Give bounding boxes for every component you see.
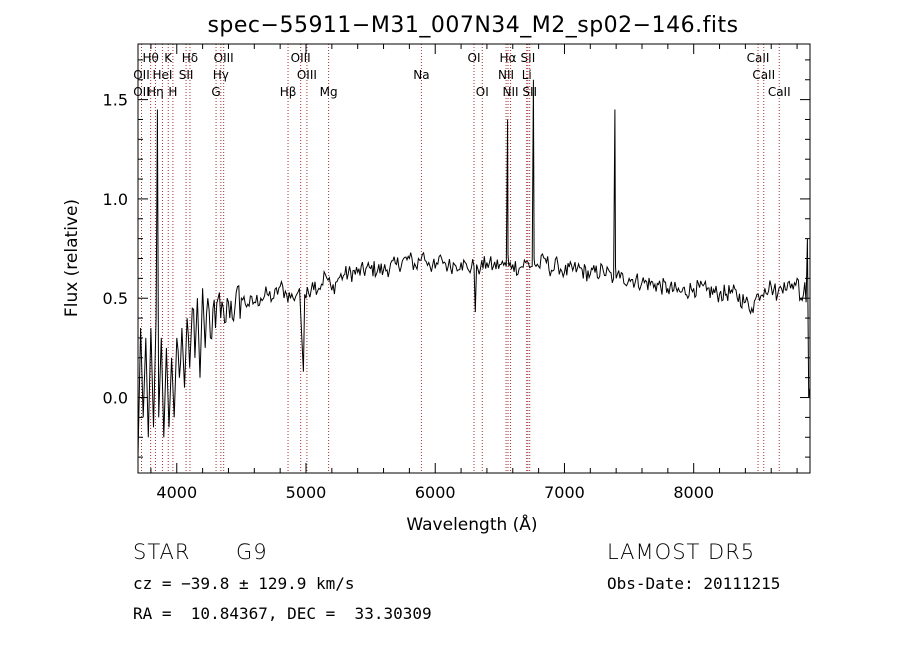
redshift-text: cz = −39.8 ± 129.9 km/s [133, 574, 355, 593]
object-class: STAR [133, 540, 191, 564]
x-tick-label: 8000 [673, 483, 714, 502]
x-tick-label: 5000 [286, 483, 327, 502]
spectrum-line [137, 79, 811, 458]
x-tick-label: 4000 [156, 483, 197, 502]
marker-label: SII [179, 68, 194, 82]
marker-label: OIII [214, 51, 234, 65]
marker-label: Na [413, 68, 429, 82]
marker-label: OI [468, 51, 481, 65]
x-axis-label: Wavelength (Å) [406, 513, 537, 535]
marker-label: OIII [297, 68, 317, 82]
marker-label: CaII [747, 51, 770, 65]
y-axis-label: Flux (relative) [62, 199, 82, 317]
marker-label: OIII [291, 51, 311, 65]
x-tick-label: 6000 [415, 483, 456, 502]
marker-label: Mg [320, 85, 338, 99]
marker-label: CaII [768, 85, 791, 99]
plot-frame [137, 43, 811, 474]
marker-label: G [211, 85, 220, 99]
coordinates-text: RA = 10.84367, DEC = 33.30309 [133, 604, 432, 623]
y-tick-label: 1.0 [103, 190, 128, 209]
marker-label: Hγ [213, 68, 229, 82]
survey-name: LAMOST DR5 [607, 540, 756, 564]
marker-label: Hβ [280, 85, 297, 99]
marker-label: SII [522, 85, 537, 99]
marker-label: NII [503, 85, 519, 99]
marker-label: H [168, 85, 177, 99]
marker-label: CaII [752, 68, 775, 82]
obs-date-text: Obs-Date: 20111215 [607, 574, 781, 593]
chart-title: spec−55911−M31_007N34_M2_sp02−146.fits [207, 13, 738, 38]
marker-label: NII [498, 68, 514, 82]
y-tick-label: 0.0 [103, 389, 128, 408]
subclass: G9 [236, 540, 268, 564]
axes: 4000 5000 6000 7000 8000 0.0 0.5 1.0 1.5 [103, 44, 810, 502]
marker-label: Hδ [182, 51, 198, 65]
marker-label: OII [133, 85, 150, 99]
y-tick-label: 0.5 [103, 289, 128, 308]
spectrum-series [137, 79, 811, 458]
marker-label: OI [476, 85, 489, 99]
x-tick-label: 7000 [544, 483, 585, 502]
marker-label: Hθ [142, 51, 158, 65]
marker-label: HeI [152, 68, 172, 82]
y-tick-label: 1.5 [103, 91, 128, 110]
marker-label: K [164, 51, 173, 65]
marker-label: SII [521, 51, 536, 65]
marker-label: Hη [147, 85, 164, 99]
marker-label: Hα [500, 51, 517, 65]
marker-label: OII [133, 68, 150, 82]
marker-label: Li [522, 68, 532, 82]
